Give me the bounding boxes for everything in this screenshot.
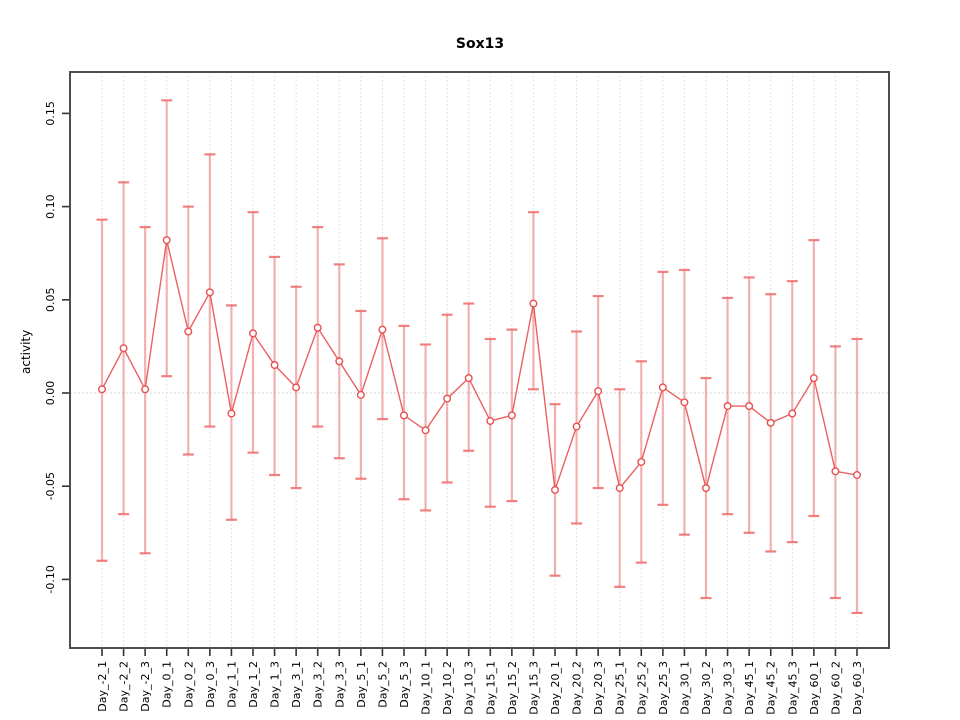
x-tick-label: Day_20_2 xyxy=(571,661,584,715)
data-point xyxy=(615,484,624,493)
x-tick-label: Day_3_3 xyxy=(333,661,346,708)
data-point xyxy=(809,374,818,383)
data-point xyxy=(486,416,495,425)
data-point xyxy=(97,385,106,394)
data-point xyxy=(313,323,322,332)
data-point xyxy=(658,383,667,392)
data-point xyxy=(464,374,473,383)
data-point xyxy=(335,357,344,366)
y-axis-label: activity xyxy=(19,329,33,374)
x-tick-label: Day_1_3 xyxy=(269,661,282,708)
x-tick-label: Day_0_2 xyxy=(182,661,195,708)
data-point xyxy=(162,236,171,245)
data-point xyxy=(270,361,279,370)
data-point xyxy=(141,385,150,394)
chart-title: Sox13 xyxy=(455,36,505,52)
y-tick-label: -0.10 xyxy=(44,565,57,593)
data-point xyxy=(248,329,257,338)
x-tick-label: Day_3_1 xyxy=(290,661,303,708)
x-tick-label: Day_5_3 xyxy=(398,661,411,708)
x-tick-label: Day_15_3 xyxy=(527,661,540,715)
x-tick-label: Day_45_1 xyxy=(743,661,756,715)
x-tick-label: Day_-2_3 xyxy=(139,661,152,712)
y-tick-label: 0.10 xyxy=(44,194,57,219)
x-tick-label: Day_0_1 xyxy=(161,661,174,708)
y-tick-label: 0.15 xyxy=(44,101,57,126)
x-tick-label: Day_60_3 xyxy=(851,661,864,715)
x-tick-label: Day_45_2 xyxy=(765,661,778,715)
x-tick-label: Day_45_3 xyxy=(786,661,799,715)
x-tick-label: Day_25_2 xyxy=(635,661,648,715)
data-point xyxy=(184,327,193,336)
axis-box xyxy=(69,71,890,649)
x-tick-label: Day_60_1 xyxy=(808,661,821,715)
y-tick-label: 0.00 xyxy=(44,381,57,406)
data-point xyxy=(119,344,128,353)
x-tick-label: Day_5_2 xyxy=(376,661,389,708)
x-tick-label: Day_30_3 xyxy=(722,661,735,715)
data-point xyxy=(572,422,581,431)
data-point xyxy=(723,402,732,411)
x-tick-label: Day_5_1 xyxy=(355,661,368,708)
data-point xyxy=(766,418,775,427)
y-tick-label: 0.05 xyxy=(44,288,57,313)
x-tick-label: Day_30_2 xyxy=(700,661,713,715)
x-tick-label: Day_25_1 xyxy=(614,661,627,715)
x-tick-label: Day_15_2 xyxy=(506,661,519,715)
x-tick-label: Day_1_2 xyxy=(247,661,260,708)
data-point xyxy=(702,484,711,493)
x-tick-label: Day_25_3 xyxy=(657,661,670,715)
data-point xyxy=(788,409,797,418)
data-point xyxy=(637,457,646,466)
x-tick-label: Day_20_1 xyxy=(549,661,562,715)
data-point xyxy=(507,411,516,420)
data-point xyxy=(831,467,840,476)
data-point xyxy=(853,471,862,480)
data-point xyxy=(205,288,214,297)
data-point xyxy=(443,394,452,403)
data-point xyxy=(529,299,538,308)
x-tick-label: Day_20_3 xyxy=(592,661,605,715)
x-tick-label: Day_15_1 xyxy=(484,661,497,715)
x-tick-label: Day_3_2 xyxy=(312,661,325,708)
x-tick-label: Day_0_3 xyxy=(204,661,217,708)
x-tick-label: Day_10_2 xyxy=(441,661,454,715)
data-point xyxy=(292,383,301,392)
data-point xyxy=(594,387,603,396)
data-point xyxy=(400,411,409,420)
data-point xyxy=(421,426,430,435)
x-tick-label: Day_10_1 xyxy=(420,661,433,715)
x-tick-label: Day_-2_1 xyxy=(96,661,109,712)
x-tick-label: Day_-2_2 xyxy=(118,661,131,712)
x-tick-label: Day_10_3 xyxy=(463,661,476,715)
x-tick-label: Day_30_1 xyxy=(678,661,691,715)
data-point xyxy=(378,325,387,334)
data-point xyxy=(745,402,754,411)
x-tick-label: Day_1_1 xyxy=(225,661,238,708)
y-tick-label: -0.05 xyxy=(44,472,57,500)
data-point xyxy=(356,390,365,399)
data-point xyxy=(680,398,689,407)
data-point xyxy=(227,409,236,418)
data-point xyxy=(551,485,560,494)
x-tick-label: Day_60_2 xyxy=(829,661,842,715)
